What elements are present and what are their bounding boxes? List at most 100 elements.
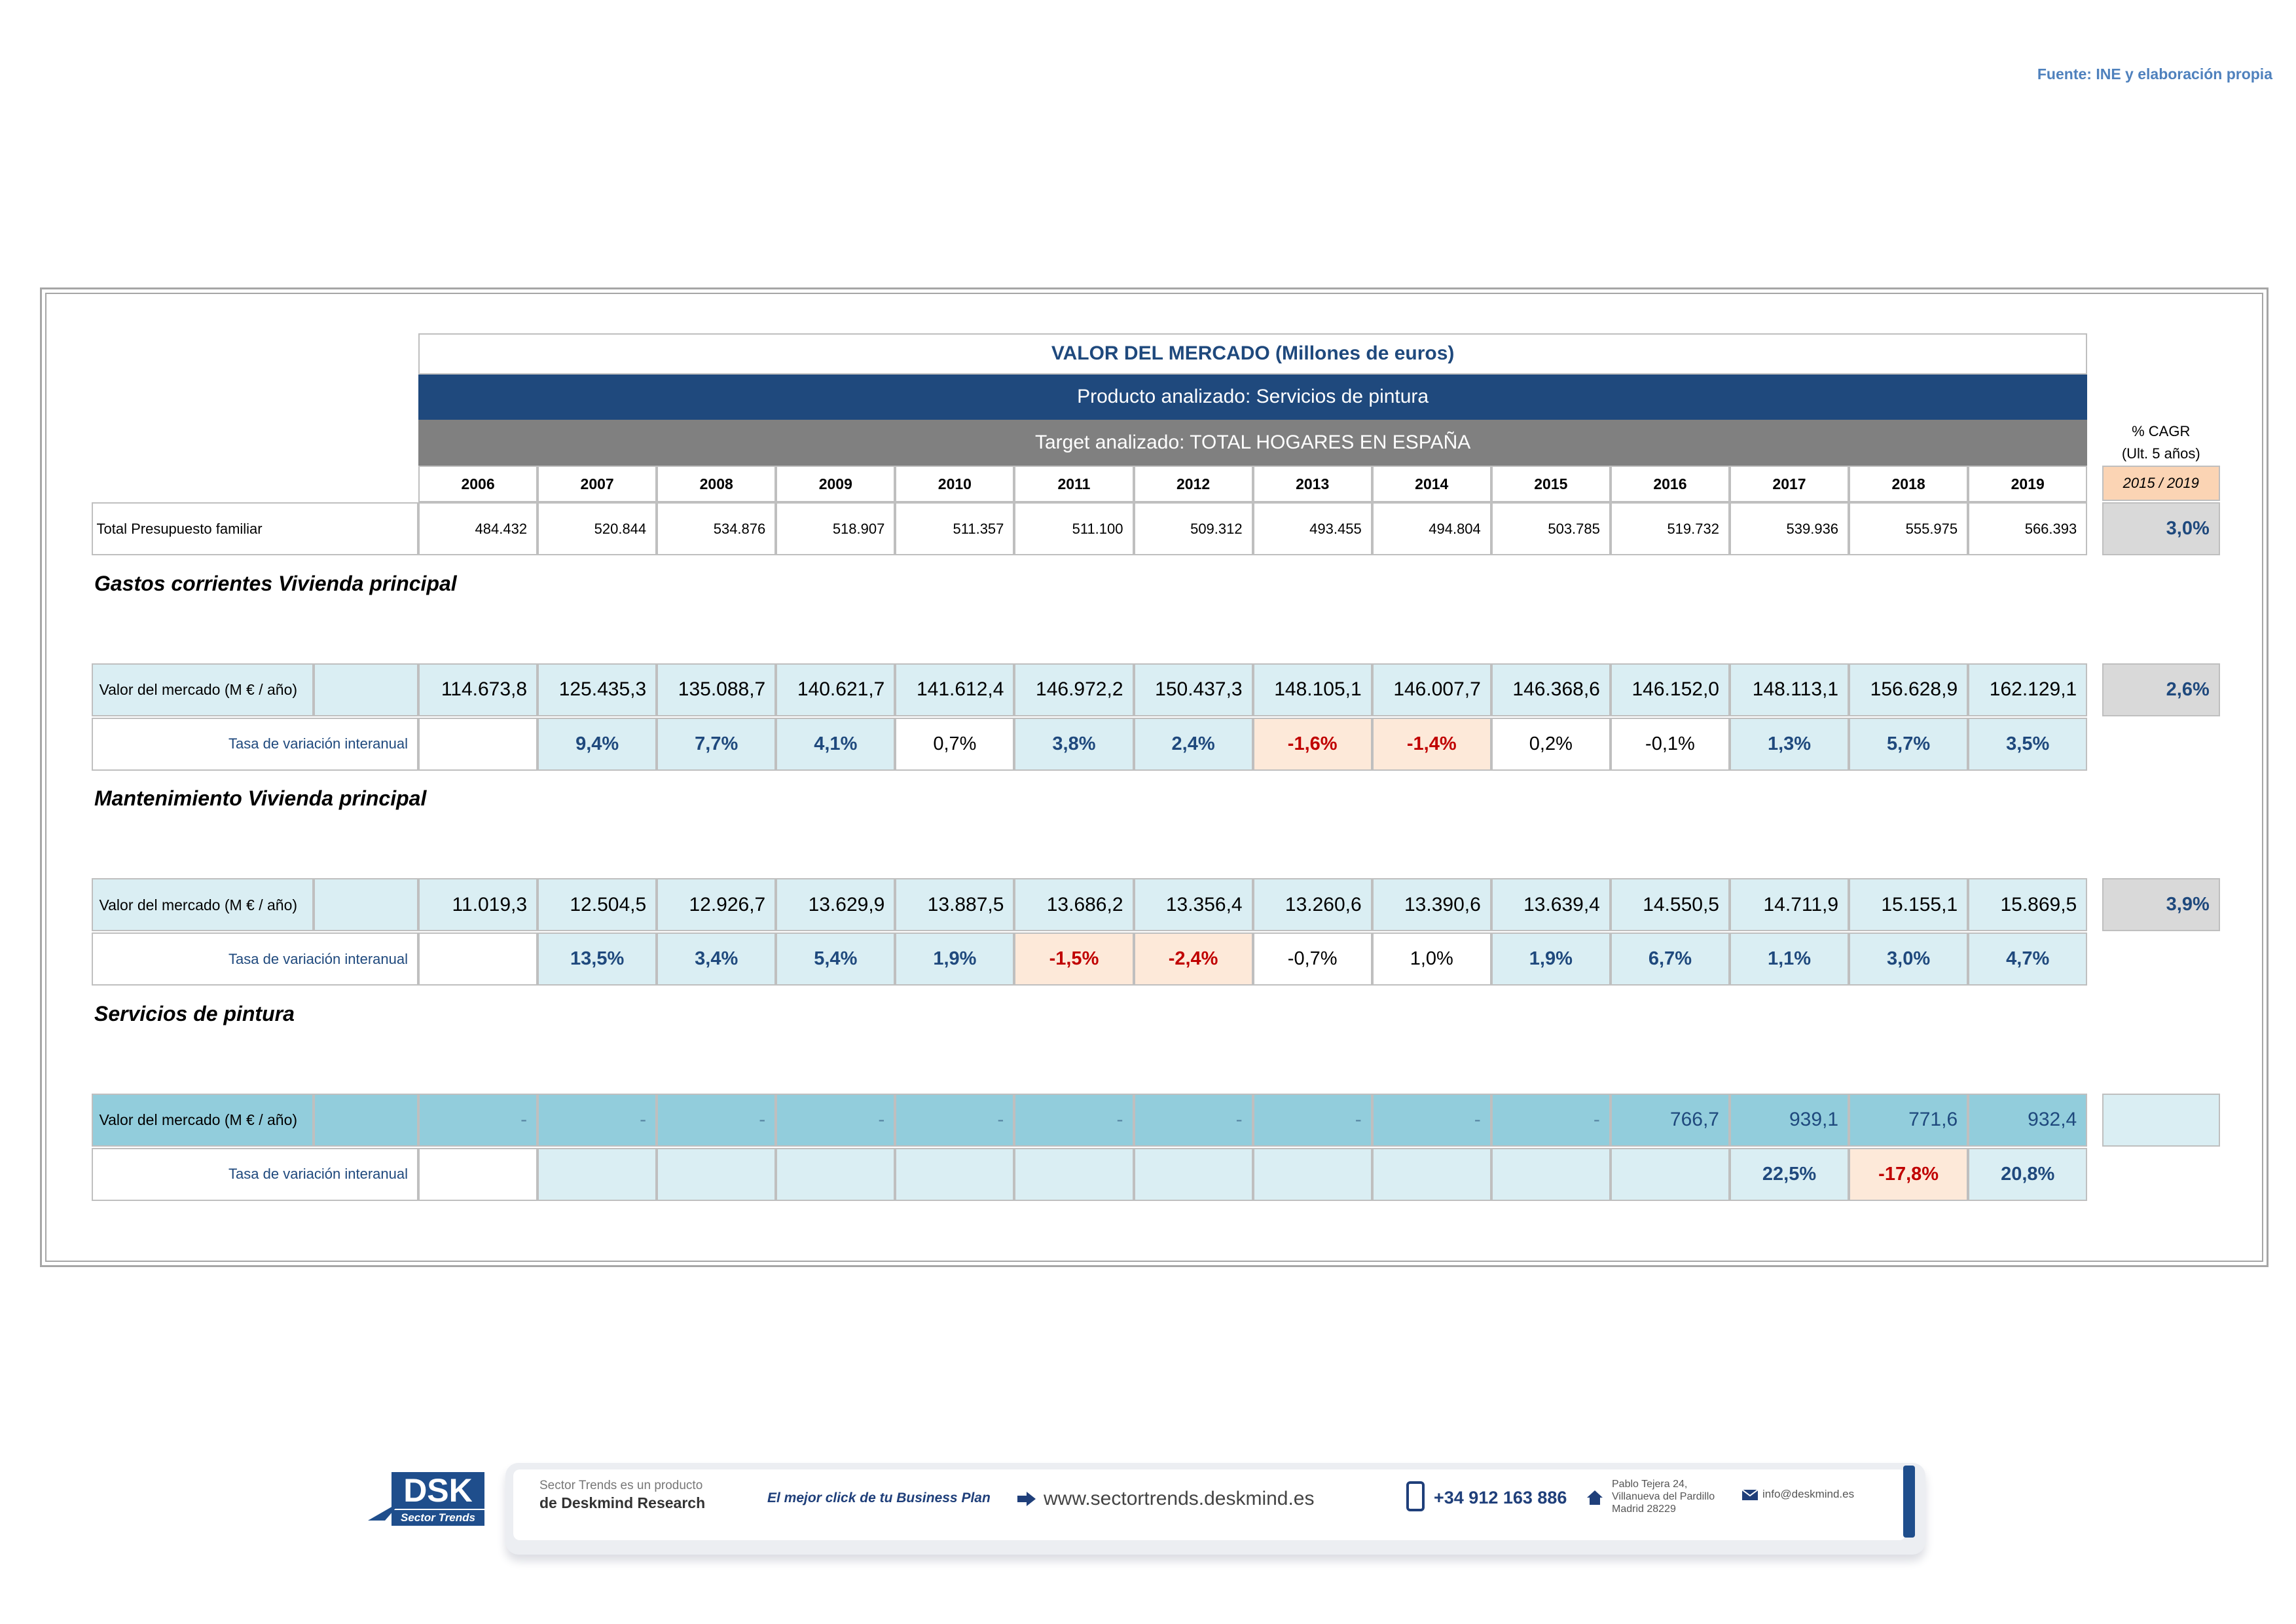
logo: DSK Sector Trends — [365, 1472, 487, 1530]
rate-value: 3,0% — [1849, 932, 1969, 986]
total-value: 555.975 — [1849, 502, 1969, 556]
cagr-header-2: (Ult. 5 años) — [2121, 445, 2200, 462]
rate-value: 7,7% — [657, 717, 776, 771]
rate-value: 13,5% — [538, 932, 657, 986]
web-icon — [1017, 1492, 1036, 1506]
total-value: 484.432 — [418, 502, 538, 556]
year: 2007 — [538, 466, 657, 503]
rate-label: Tasa de variación interanual — [91, 1147, 418, 1201]
logo-text: DSK — [392, 1472, 484, 1509]
total-value: 534.876 — [657, 502, 776, 556]
rate-value — [657, 1147, 776, 1201]
value-label: Valor del mercado (M € / año) — [91, 663, 314, 716]
total-value: 509.312 — [1133, 502, 1253, 556]
cagr-period: 2015 / 2019 — [2102, 466, 2220, 501]
section-title: Gastos corrientes Vivienda principal — [94, 571, 457, 595]
market-value: 11.019,3 — [418, 878, 538, 931]
market-value: - — [895, 1093, 1015, 1147]
rate-value: 2,4% — [1133, 717, 1253, 771]
market-value: 141.612,4 — [895, 663, 1015, 716]
rate-value: -0,1% — [1610, 717, 1730, 771]
rate-value — [1014, 1147, 1134, 1201]
rate-value: 0,2% — [1491, 717, 1611, 771]
total-value: 511.357 — [895, 502, 1015, 556]
market-value: 13.629,9 — [776, 878, 896, 931]
rate-value: 1,1% — [1729, 932, 1850, 986]
rate-value: 1,9% — [1491, 932, 1611, 986]
section-title: Mantenimiento Vivienda principal — [94, 786, 427, 810]
year: 2017 — [1729, 466, 1850, 503]
year: 2009 — [776, 466, 896, 503]
year: 2016 — [1610, 466, 1730, 503]
home-icon — [1587, 1490, 1603, 1505]
market-value: 13.390,6 — [1372, 878, 1491, 931]
rate-value: 3,8% — [1014, 717, 1134, 771]
market-value: 150.437,3 — [1133, 663, 1253, 716]
total-value: 518.907 — [776, 502, 896, 556]
rate-value: -1,6% — [1252, 717, 1372, 771]
market-value: - — [1133, 1093, 1253, 1147]
market-value: 13.639,4 — [1491, 878, 1611, 931]
logo-sub: Sector Trends — [392, 1510, 484, 1526]
market-value: 162.129,1 — [1968, 663, 2088, 716]
rate-value: 22,5% — [1729, 1147, 1850, 1201]
phone-icon — [1406, 1481, 1425, 1511]
target-row: Target analizado: TOTAL HOGARES EN ESPAÑ… — [418, 420, 2088, 466]
rate-value — [1133, 1147, 1253, 1201]
mail-icon — [1741, 1489, 1758, 1500]
rate-value: 5,4% — [776, 932, 896, 986]
market-value: 114.673,8 — [418, 663, 538, 716]
rate-value: 6,7% — [1610, 932, 1730, 986]
year: 2008 — [657, 466, 776, 503]
address-1: Pablo Tejera 24, — [1612, 1479, 1688, 1490]
value-label-pad — [314, 878, 418, 931]
value-label-pad — [314, 1093, 418, 1147]
source: Fuente: INE y elaboración propia — [2037, 65, 2272, 83]
market-value: 125.435,3 — [538, 663, 657, 716]
phone: +34 912 163 886 — [1434, 1488, 1567, 1507]
rate-value: 1,9% — [895, 932, 1015, 986]
rate-value — [776, 1147, 896, 1201]
market-value: 13.686,2 — [1014, 878, 1134, 931]
market-value: 148.113,1 — [1729, 663, 1850, 716]
product-line: Sector Trends es un producto — [539, 1479, 703, 1492]
rate-value: 0,7% — [895, 717, 1015, 771]
market-value: 766,7 — [1610, 1093, 1730, 1147]
market-value: - — [538, 1093, 657, 1147]
rate-value: 5,7% — [1849, 717, 1969, 771]
rate-value: -1,5% — [1014, 932, 1134, 986]
footer-banner: Sector Trends es un producto de Deskmind… — [505, 1463, 1925, 1555]
table-title: VALOR DEL MERCADO (Millones de euros) — [418, 333, 2088, 375]
market-value: 939,1 — [1729, 1093, 1850, 1147]
market-value: 135.088,7 — [657, 663, 776, 716]
year: 2019 — [1968, 466, 2088, 503]
cagr-value — [2102, 1093, 2220, 1147]
market-value: 148.105,1 — [1252, 663, 1372, 716]
rate-value: -1,4% — [1372, 717, 1491, 771]
address-2: Villanueva del Pardillo — [1612, 1491, 1715, 1502]
cagr-header-1: % CAGR — [2132, 423, 2191, 440]
year: 2015 — [1491, 466, 1611, 503]
market-value: 15.155,1 — [1849, 878, 1969, 931]
year: 2014 — [1372, 466, 1491, 503]
rate-label: Tasa de variación interanual — [91, 717, 418, 771]
value-label: Valor del mercado (M € / año) — [91, 1093, 314, 1147]
market-value: 12.504,5 — [538, 878, 657, 931]
rate-label: Tasa de variación interanual — [91, 932, 418, 986]
product-by: de Deskmind Research — [539, 1494, 706, 1511]
rate-value — [1372, 1147, 1491, 1201]
rate-value: 20,8% — [1968, 1147, 2088, 1201]
market-value: - — [1252, 1093, 1372, 1147]
rate-value — [1610, 1147, 1730, 1201]
total-cagr: 3,0% — [2102, 502, 2220, 556]
year: 2006 — [418, 466, 538, 503]
market-value: 15.869,5 — [1968, 878, 2088, 931]
total-value: 494.804 — [1372, 502, 1491, 556]
market-value: 13.356,4 — [1133, 878, 1253, 931]
rate-value: -2,4% — [1133, 932, 1253, 986]
market-value: - — [657, 1093, 776, 1147]
slogan: El mejor click de tu Business Plan — [767, 1490, 991, 1505]
market-value: 13.887,5 — [895, 878, 1015, 931]
address-3: Madrid 28229 — [1612, 1504, 1676, 1515]
